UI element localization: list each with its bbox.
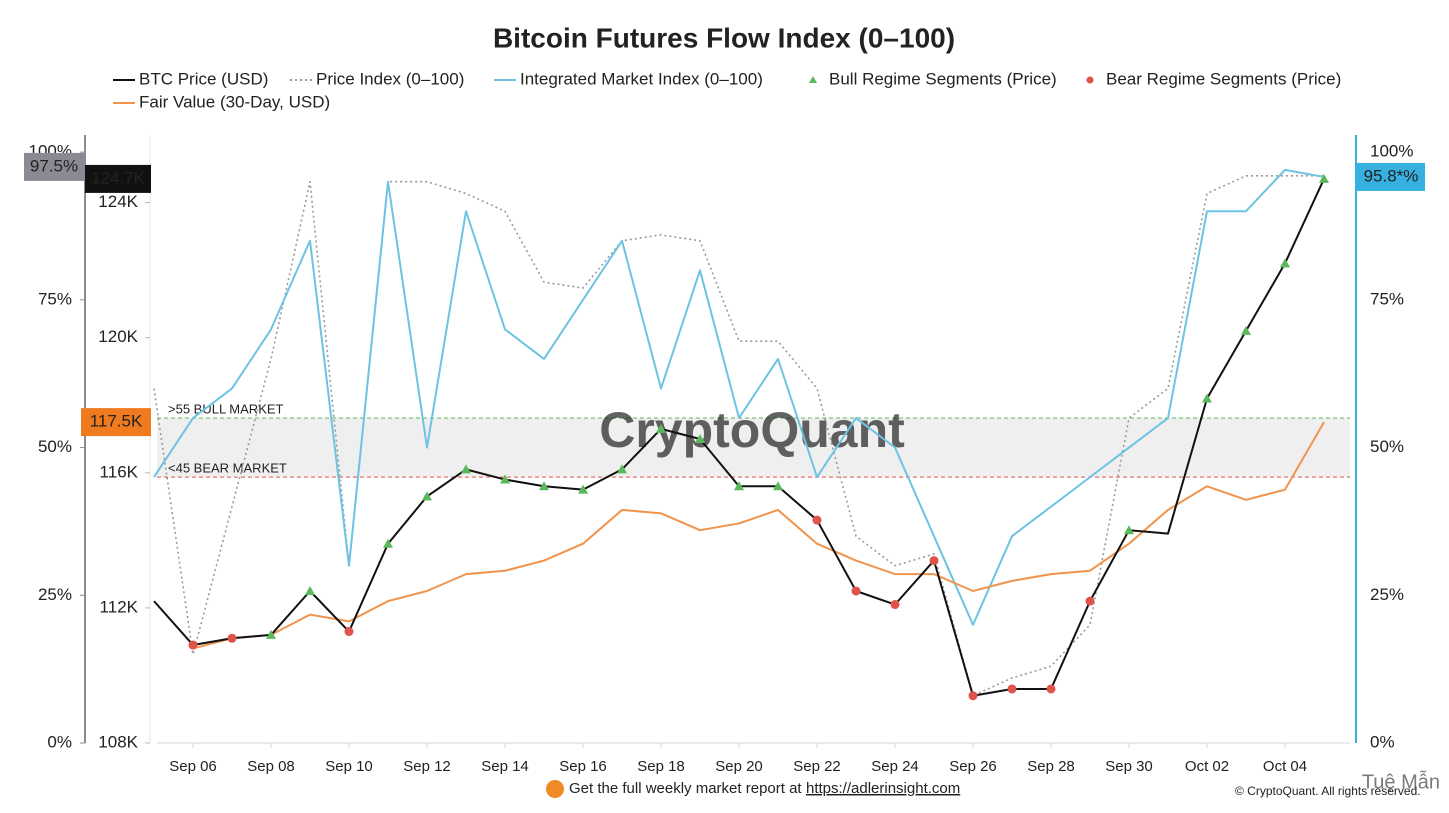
x-tick-label: Sep 12 [403,758,451,775]
y-tick-label: 75% [38,289,72,308]
x-tick-label: Sep 28 [1027,758,1075,775]
x-tick-label: Sep 08 [247,758,295,775]
y-right-tick-label: 50% [1370,437,1404,456]
bull-marker [266,629,276,639]
bear-marker [968,691,978,701]
watermark: CryptoQuant [599,402,905,458]
price-tick-label: 116K [100,462,139,481]
x-tick-label: Sep 20 [715,758,763,775]
bull-marker [773,481,783,491]
chart-title: Bitcoin Futures Flow Index (0–100) [493,22,955,53]
x-tick-label: Sep 24 [871,758,919,775]
series-line [192,421,1325,650]
bear-marker [929,556,939,566]
value-badge [24,152,84,181]
bull-marker [461,464,471,474]
bear-marker [851,586,861,596]
bull-marker [656,423,666,433]
bear-marker [890,600,900,610]
bear-marker [344,627,354,637]
x-tick-label: Oct 04 [1263,758,1307,775]
x-tick-label: Sep 18 [637,758,685,775]
bull-marker [578,484,588,494]
value-badge-label: 95.8*% [1364,166,1419,185]
bull-marker [1124,525,1134,535]
x-tick-label: Oct 02 [1185,758,1229,775]
y-right-tick-label: 25% [1370,585,1404,604]
footer-text: Get the full weekly market report at [569,780,802,797]
legend-label: Integrated Market Index (0–100) [520,69,763,88]
legend-label: Bear Regime Segments (Price) [1106,69,1341,88]
bear-marker [227,633,237,643]
legend-label: BTC Price (USD) [139,69,268,88]
x-tick-label: Sep 22 [793,758,841,775]
y-right-tick-label: 0% [1370,732,1395,751]
bear-marker [1007,684,1017,694]
x-tick-label: Sep 26 [949,758,997,775]
bull-marker [383,538,393,548]
y-tick-label: 25% [38,585,72,604]
value-badge-label: 124.7K [91,168,146,187]
legend-label: Fair Value (30-Day, USD) [139,92,330,111]
bear-marker [188,640,198,650]
copyright: © CryptoQuant. All rights reserved. [1235,784,1421,798]
legend-symbol [1086,76,1094,84]
threshold-label: >55 BULL MARKET [168,401,284,416]
x-tick-label: Sep 16 [559,758,607,775]
legend-symbol [809,76,817,83]
bull-marker [1280,258,1290,268]
bear-marker [1046,684,1056,694]
legend-label: Price Index (0–100) [316,69,464,88]
price-tick-label: 112K [100,597,139,616]
legend-label: Bull Regime Segments (Price) [829,69,1057,88]
value-badge-label: 97.5% [30,156,78,175]
value-badge [81,408,151,437]
x-tick-label: Sep 06 [169,758,217,775]
y-tick-label: 0% [47,732,72,751]
bull-marker [539,481,549,491]
bull-marker [1202,393,1212,403]
threshold-label: <45 BEAR MARKET [168,461,287,476]
bull-marker [734,481,744,491]
y-tick-label: 50% [38,437,72,456]
bull-marker [500,474,510,484]
bull-marker [695,434,705,443]
bull-marker [1319,173,1329,183]
bull-marker [1241,325,1251,335]
price-tick-label: 108K [98,732,138,751]
value-badge-label: 117.5K [90,412,143,431]
signature: Tuệ Mẫn [1362,770,1440,793]
bull-marker [617,464,627,474]
neutral-band [157,418,1350,478]
price-tick-label: 120K [98,327,138,346]
x-tick-label: Sep 30 [1105,758,1153,775]
value-badge [85,164,151,193]
footer-link[interactable]: https://adlerinsight.com [806,780,960,797]
footer-icon [546,780,564,798]
bull-marker [305,586,315,595]
x-tick-label: Sep 10 [325,758,373,775]
y-right-tick-label: 100% [1370,142,1413,161]
price-tick-label: 124K [98,192,138,211]
bear-marker [812,515,822,525]
bear-marker [1085,596,1095,606]
bull-marker [422,491,432,501]
y-right-tick-label: 75% [1370,289,1404,308]
value-badge [1357,162,1425,191]
series-line [153,168,1325,626]
x-tick-label: Sep 14 [481,758,529,775]
